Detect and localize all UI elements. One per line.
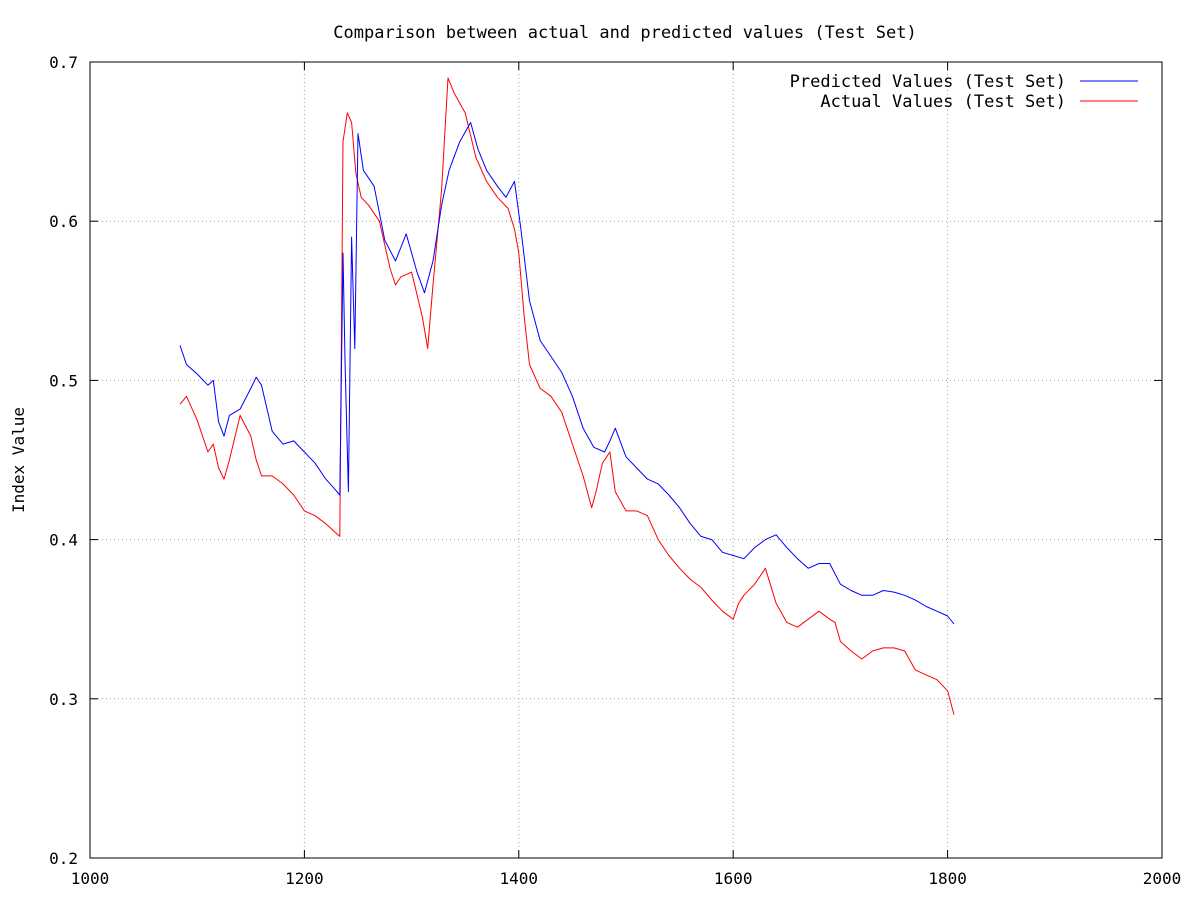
- x-tick-label: 2000: [1143, 869, 1182, 888]
- y-tick-label: 0.7: [49, 53, 78, 72]
- chart-title: Comparison between actual and predicted …: [333, 23, 916, 43]
- series-line-actual: [179, 77, 955, 715]
- legend-label-actual: Actual Values (Test Set): [820, 92, 1066, 112]
- series-layer: [179, 77, 955, 715]
- x-tick-label: 1800: [928, 869, 967, 888]
- x-tick-label: 1400: [500, 869, 539, 888]
- y-tick-label: 0.5: [49, 371, 78, 390]
- y-tick-label: 0.6: [49, 212, 78, 231]
- y-tick-label: 0.3: [49, 690, 78, 709]
- x-tick-label: 1200: [285, 869, 324, 888]
- x-tick-label: 1000: [71, 869, 110, 888]
- plot-frame: [89, 61, 1163, 859]
- y-axis-label: Index Value: [9, 407, 28, 513]
- grid: [90, 62, 1162, 858]
- y-tick-label: 0.2: [49, 849, 78, 868]
- ticks: [89, 61, 1163, 859]
- series-line-predicted: [179, 122, 955, 625]
- legend: Predicted Values (Test Set) Actual Value…: [790, 72, 1138, 112]
- legend-label-predicted: Predicted Values (Test Set): [790, 72, 1066, 92]
- x-tick-label: 1600: [714, 869, 753, 888]
- tick-labels: 1000 1200 1400 1600 1800 2000 0.2 0.3 0.4 0.5 0.6 0…: [49, 53, 1181, 888]
- y-tick-label: 0.4: [49, 531, 78, 550]
